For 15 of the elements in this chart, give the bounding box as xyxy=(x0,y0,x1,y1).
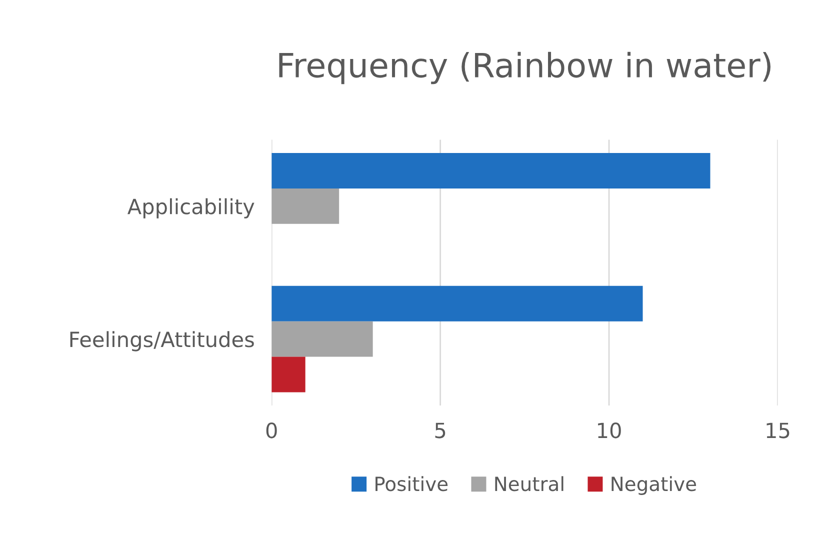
bar xyxy=(272,356,306,392)
x-tick-label: 0 xyxy=(266,422,277,438)
y-tick-label: Applicability xyxy=(128,198,254,218)
x-tick-label: 15 xyxy=(766,422,790,438)
legend-label: Positive xyxy=(376,476,448,492)
chart-title: Frequency (Rainbow in water) xyxy=(279,52,770,84)
y-tick-label: Feelings/Attitudes xyxy=(70,331,254,352)
x-tick-label: 5 xyxy=(435,422,446,438)
bar xyxy=(272,188,340,224)
legend-label: Neutral xyxy=(495,476,564,492)
bar xyxy=(272,153,710,188)
bar xyxy=(272,321,373,357)
legend-label: Negative xyxy=(612,476,696,495)
x-tick-label: 10 xyxy=(598,422,621,438)
bar xyxy=(272,286,643,322)
